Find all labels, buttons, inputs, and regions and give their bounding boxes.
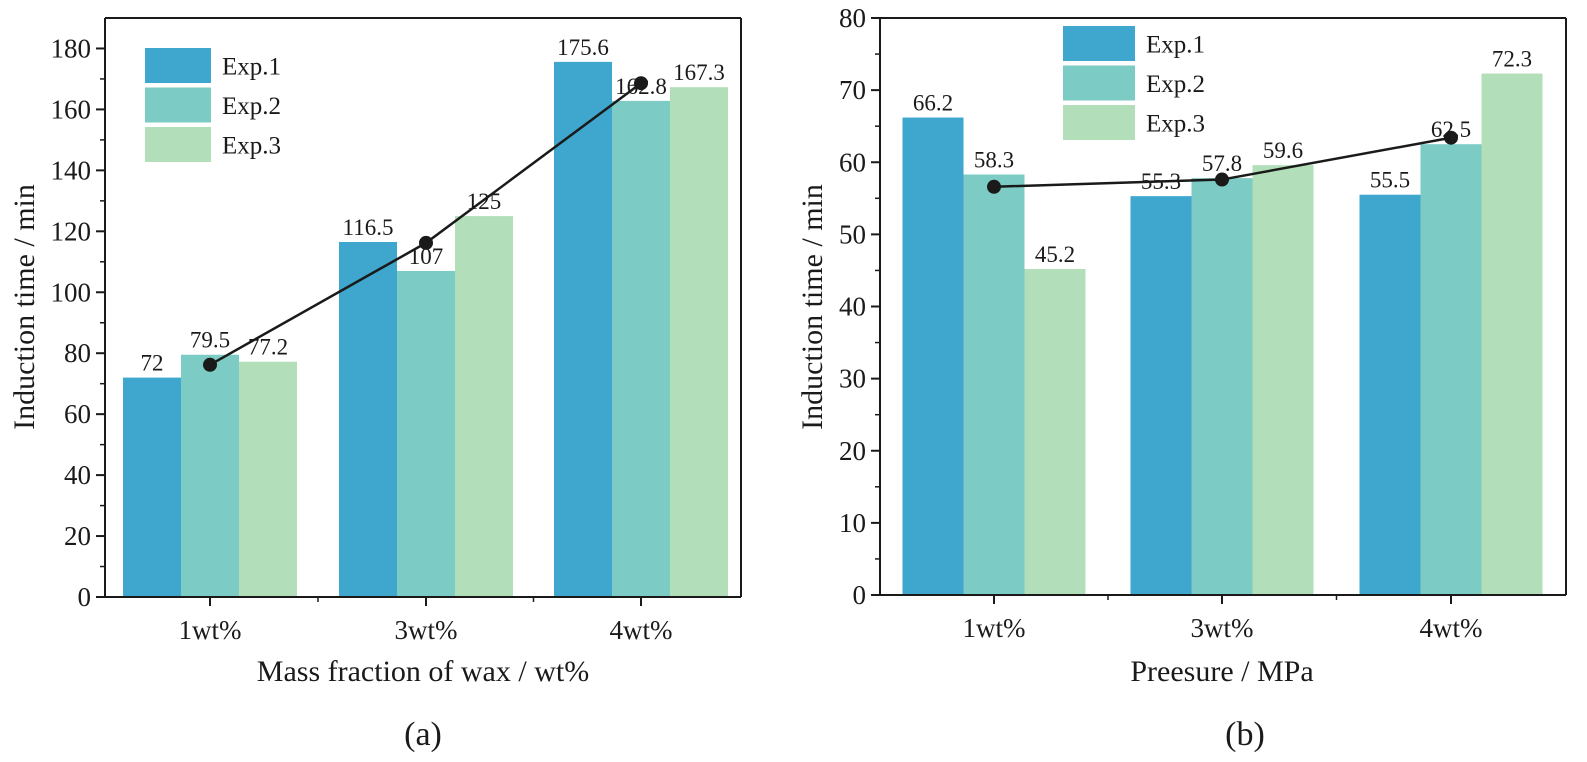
data-label: 175.6 — [557, 35, 609, 60]
y-tick-label: 80 — [839, 3, 866, 33]
bar-exp1-3wt% — [1130, 196, 1192, 595]
x-tick-label: 4wt% — [610, 615, 673, 645]
legend-label: Exp.1 — [1146, 32, 1205, 59]
y-tick-label: 140 — [51, 155, 92, 185]
mean-point — [419, 235, 433, 250]
data-label: 72 — [141, 351, 164, 376]
y-tick-label: 70 — [839, 75, 866, 105]
legend-label: Exp.3 — [222, 133, 281, 160]
y-tick-label: 180 — [51, 33, 92, 63]
y-tick-label: 20 — [839, 436, 866, 466]
bar-exp3-4wt% — [1481, 73, 1543, 595]
mean-point — [987, 179, 1001, 194]
bar-exp2-1wt% — [181, 354, 239, 597]
data-label: 107 — [409, 244, 444, 269]
y-tick-label: 80 — [64, 338, 91, 368]
y-tick-label: 100 — [51, 277, 92, 307]
bar-exp1-4wt% — [554, 61, 612, 598]
y-tick-label: 0 — [853, 580, 867, 610]
y-axis-title: Induction time / min — [8, 184, 41, 430]
mean-point — [1215, 172, 1229, 187]
legend-swatch-exp1 — [145, 48, 211, 83]
legend-swatch-exp3 — [1063, 105, 1135, 140]
panel-caption: (a) — [404, 716, 442, 753]
data-label: 45.2 — [1035, 242, 1075, 267]
bar-exp3-3wt% — [455, 216, 513, 597]
data-label: 167.3 — [673, 60, 725, 85]
bar-exp1-4wt% — [1359, 194, 1421, 596]
y-tick-label: 30 — [839, 364, 866, 394]
x-tick-label: 3wt% — [395, 615, 458, 645]
chart-panel-a: 0 20 40 60 80 100 120 140 160 180 1wt% 3wt% 4wt% 72 11… — [8, 17, 742, 753]
legend-swatch-exp2 — [1063, 65, 1135, 101]
legend-label: Exp.1 — [222, 54, 281, 81]
data-label: 116.5 — [343, 215, 394, 240]
bar-exp2-3wt% — [1191, 178, 1253, 595]
legend-swatch-exp2 — [145, 87, 211, 123]
data-label: 125 — [467, 189, 502, 214]
y-tick-label: 10 — [839, 508, 866, 538]
data-label: 62.5 — [1431, 117, 1471, 142]
bar-exp3-1wt% — [1024, 268, 1086, 595]
y-axis-title: Induction time / min — [796, 184, 829, 430]
data-label: 59.6 — [1263, 138, 1303, 163]
x-tick-label: 3wt% — [1191, 613, 1254, 643]
y-tick-label: 120 — [51, 216, 92, 246]
bar-exp2-4wt% — [612, 100, 670, 597]
x-tick-label: 4wt% — [1420, 613, 1483, 643]
chart-panel-b: 0 10 20 30 40 50 60 70 80 1wt% 3wt% 4wt% 66.2 55.3 55.… — [796, 3, 1567, 753]
bar-exp1-1wt% — [902, 117, 964, 595]
data-label: 57.8 — [1202, 151, 1242, 176]
y-tick-label: 40 — [64, 460, 91, 490]
data-label: 55.5 — [1370, 168, 1410, 193]
legend: Exp.1 Exp.2 Exp.3 — [145, 48, 281, 162]
bar-exp2-3wt% — [397, 270, 455, 597]
mean-point — [634, 76, 648, 91]
mean-point — [203, 357, 217, 372]
data-label: 66.2 — [913, 91, 953, 116]
mean-point — [1444, 130, 1458, 145]
data-label: 79.5 — [190, 328, 230, 353]
y-tick-label: 50 — [839, 219, 866, 249]
legend-label: Exp.2 — [222, 93, 281, 120]
bar-exp3-4wt% — [670, 87, 728, 597]
legend-swatch-exp3 — [145, 127, 211, 162]
legend-swatch-exp1 — [1063, 26, 1135, 61]
y-tick-label: 160 — [51, 94, 92, 124]
legend-label: Exp.2 — [1146, 71, 1205, 98]
bar-exp3-3wt% — [1252, 165, 1314, 595]
panel-caption: (b) — [1225, 716, 1265, 753]
y-tick-label: 20 — [64, 521, 91, 551]
data-label: 77.2 — [248, 335, 288, 360]
y-tick-label: 0 — [78, 582, 92, 612]
x-tick-label: 1wt% — [963, 613, 1026, 643]
data-label: 72.3 — [1492, 47, 1532, 72]
data-label: 162.8 — [615, 74, 667, 99]
x-axis-title: Preesure / MPa — [1130, 655, 1313, 688]
x-axis-title: Mass fraction of wax / wt% — [257, 655, 589, 688]
legend-label: Exp.3 — [1146, 111, 1205, 138]
data-label: 55.3 — [1141, 169, 1181, 194]
data-label: 58.3 — [974, 148, 1014, 173]
x-tick-label: 1wt% — [179, 615, 242, 645]
bar-exp1-1wt% — [123, 377, 181, 597]
y-tick-label: 60 — [839, 147, 866, 177]
bar-exp2-4wt% — [1420, 144, 1482, 595]
bar-exp1-3wt% — [339, 241, 397, 598]
bar-exp2-1wt% — [963, 174, 1025, 596]
legend: Exp.1 Exp.2 Exp.3 — [1063, 26, 1205, 140]
y-tick-label: 60 — [64, 399, 91, 429]
bar-exp3-1wt% — [239, 361, 297, 597]
y-tick-label: 40 — [839, 292, 866, 322]
